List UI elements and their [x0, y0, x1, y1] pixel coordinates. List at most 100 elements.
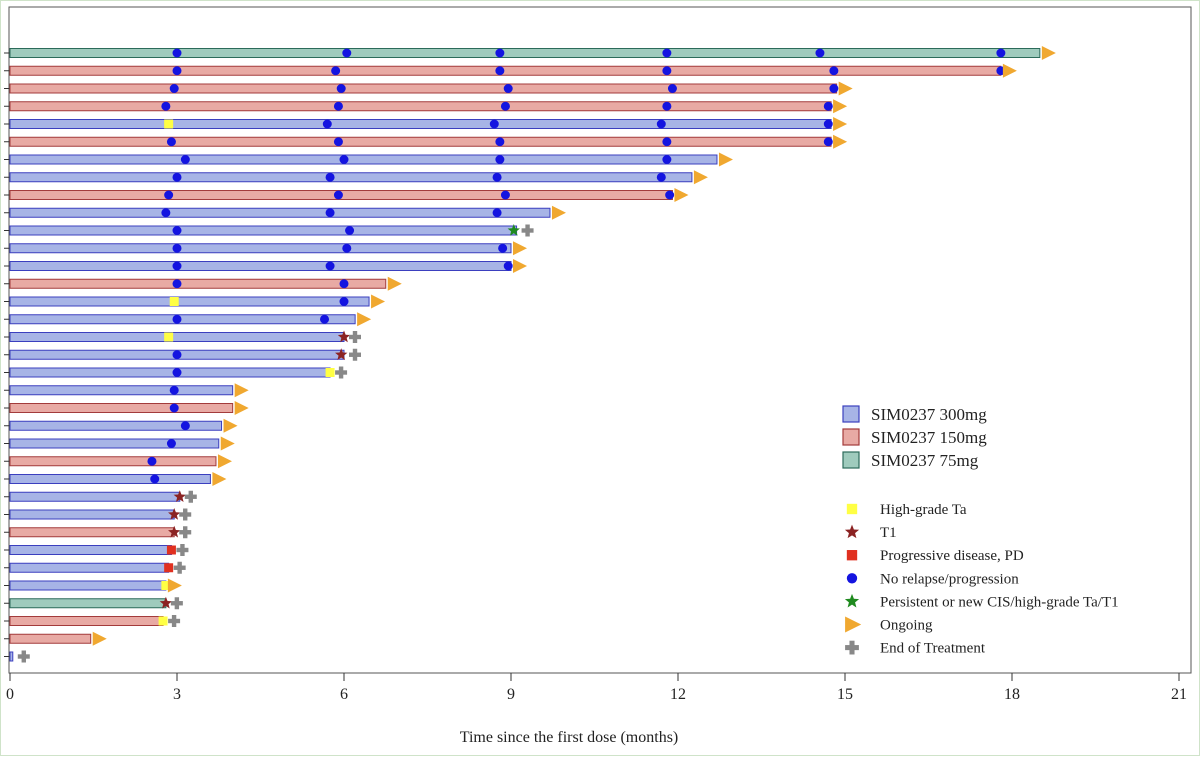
patient-bar: [9, 527, 175, 538]
x-axis-title: Time since the first dose (months): [460, 729, 679, 746]
no-relapse-marker: [500, 190, 510, 200]
no-relapse-marker: [172, 66, 182, 76]
patient-bar: [9, 314, 356, 325]
legend-label-150mg: SIM0237 150mg: [871, 428, 987, 447]
no-relapse-marker: [172, 368, 182, 377]
no-relapse-marker: [172, 226, 182, 235]
legend-pd-marker: [846, 550, 858, 561]
no-relapse-marker: [336, 84, 346, 93]
ongoing-marker: [357, 312, 372, 327]
patient-bar: [9, 261, 512, 271]
end-of-treatment-marker: [17, 650, 30, 663]
no-relapse-marker: [172, 261, 182, 271]
no-relapse-marker: [829, 66, 839, 76]
pd-marker: [164, 563, 174, 573]
no-relapse-marker: [325, 261, 335, 271]
no-relapse-marker: [322, 119, 332, 129]
patient-bar: [9, 580, 167, 591]
no-relapse-marker: [823, 137, 833, 147]
patient-bar: [9, 278, 387, 289]
no-relapse-marker: [662, 48, 672, 58]
patient-bar: [9, 367, 331, 378]
no-relapse-marker: [342, 243, 352, 253]
patient-bar: [9, 651, 14, 662]
x-tick-label: 6: [340, 686, 348, 703]
end-of-treatment-marker: [176, 544, 189, 556]
ongoing-marker: [387, 276, 402, 291]
t1-marker: [168, 525, 181, 538]
x-tick-label: 15: [837, 686, 853, 703]
legend-box: [833, 397, 1175, 667]
ongoing-marker: [223, 418, 238, 433]
patient-bar: [9, 83, 838, 94]
no-relapse-marker: [147, 456, 157, 466]
no-relapse-marker: [169, 403, 179, 413]
no-relapse-marker: [996, 48, 1006, 58]
legend-label-persistent-cis: Persistent or new CIS/high-grade Ta/T1: [880, 594, 1119, 610]
no-relapse-marker: [339, 297, 349, 306]
events-layer: [17, 46, 1056, 663]
no-relapse-marker: [500, 101, 510, 111]
patient-bar: [9, 545, 172, 555]
patient-bar: [9, 48, 1041, 58]
patient-bar: [9, 119, 832, 129]
end-of-treatment-marker: [335, 366, 348, 379]
ongoing-marker: [217, 454, 232, 469]
legend-label-t1: T1: [880, 525, 897, 541]
no-relapse-marker: [331, 66, 341, 76]
ongoing-marker: [234, 383, 249, 398]
patient-bar: [9, 420, 223, 431]
no-relapse-marker: [662, 137, 672, 147]
ongoing-marker: [838, 81, 853, 96]
no-relapse-marker: [333, 137, 343, 147]
t1-marker: [337, 330, 351, 343]
no-relapse-marker: [164, 190, 174, 200]
no-relapse-marker: [662, 155, 672, 164]
no-relapse-marker: [325, 172, 335, 182]
legend-label-300mg: SIM0237 300mg: [871, 405, 987, 424]
patient-bar: [9, 438, 220, 449]
legend-t1-marker: [844, 524, 860, 539]
persistent-cis-marker: [507, 224, 520, 236]
legend-swatch-300mg: [842, 405, 860, 423]
no-relapse-marker: [161, 208, 171, 218]
no-relapse-marker: [656, 172, 666, 182]
no-relapse-marker: [169, 385, 179, 395]
legend-label-75mg: SIM0237 75mg: [871, 451, 979, 470]
ongoing-marker: [212, 472, 227, 486]
ongoing-marker: [551, 205, 566, 220]
no-relapse-marker: [498, 243, 508, 253]
x-tick-label: 9: [507, 686, 515, 703]
ongoing-marker: [220, 436, 235, 451]
no-relapse-marker: [492, 208, 502, 218]
legend-swatch-150mg: [842, 428, 860, 446]
end-of-treatment-marker: [179, 526, 192, 539]
no-relapse-marker: [172, 243, 182, 253]
patient-bar: [9, 154, 718, 165]
ongoing-marker: [513, 241, 527, 256]
no-relapse-marker: [161, 101, 171, 111]
no-relapse-marker: [503, 84, 513, 93]
patient-bar: [9, 385, 234, 396]
no-relapse-marker: [166, 439, 176, 448]
end-of-treatment-marker: [349, 348, 361, 361]
patient-bar: [9, 616, 164, 626]
no-relapse-marker: [489, 119, 499, 129]
patient-bar: [9, 225, 518, 236]
no-relapse-marker: [169, 84, 179, 93]
high-grade-ta-marker: [164, 332, 174, 342]
legend-label-end-of-treatment: End of Treatment: [880, 641, 986, 657]
t1-marker: [159, 596, 173, 609]
patient-bar: [9, 332, 345, 342]
high-grade-ta-marker: [169, 297, 179, 306]
t1-marker: [335, 348, 348, 361]
patient-bar: [9, 65, 1002, 76]
ongoing-marker: [167, 578, 182, 593]
no-relapse-marker: [503, 261, 513, 271]
no-relapse-marker: [495, 137, 505, 147]
end-of-treatment-marker: [168, 615, 181, 627]
no-relapse-marker: [656, 119, 666, 129]
ongoing-marker: [513, 259, 527, 273]
patient-bar: [9, 562, 170, 573]
